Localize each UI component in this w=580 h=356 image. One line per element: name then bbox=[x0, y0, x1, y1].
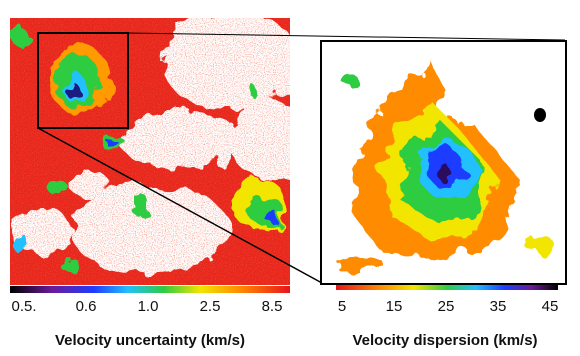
zoom-line bbox=[37, 127, 323, 284]
colorbar-ticks: 0.5. 0.6 1.0 2.5 8.5 bbox=[11, 298, 282, 315]
colorbar-tick-label: 35 bbox=[490, 298, 507, 315]
colorbar-label: Velocity dispersion (km/s) bbox=[352, 332, 537, 349]
colorbar-tick-label: 25 bbox=[438, 298, 455, 315]
colorbar bbox=[10, 286, 290, 293]
zoom-panel-frame bbox=[320, 40, 567, 285]
zoom-line bbox=[127, 32, 566, 41]
uncertainty-map bbox=[10, 18, 290, 285]
zoom-box bbox=[37, 32, 129, 129]
colorbar-tick-label: 0.6 bbox=[76, 298, 97, 315]
colorbar-tick-label: 8.5 bbox=[262, 298, 283, 315]
colorbar-tick-label: 1.0 bbox=[138, 298, 159, 315]
colorbar-ticks: 5 15 25 35 45 bbox=[338, 298, 559, 315]
colorbar-tick-label: 2.5 bbox=[200, 298, 221, 315]
colorbar-tick-label: 15 bbox=[386, 298, 403, 315]
colorbar-tick-label: 45 bbox=[542, 298, 559, 315]
colorbar-tick-label: 0.5. bbox=[11, 298, 36, 315]
dispersion-map bbox=[322, 42, 565, 283]
colorbar-tick-label: 5 bbox=[338, 298, 346, 315]
colorbar-label: Velocity uncertainty (km/s) bbox=[55, 332, 245, 349]
colorbar bbox=[336, 285, 558, 290]
